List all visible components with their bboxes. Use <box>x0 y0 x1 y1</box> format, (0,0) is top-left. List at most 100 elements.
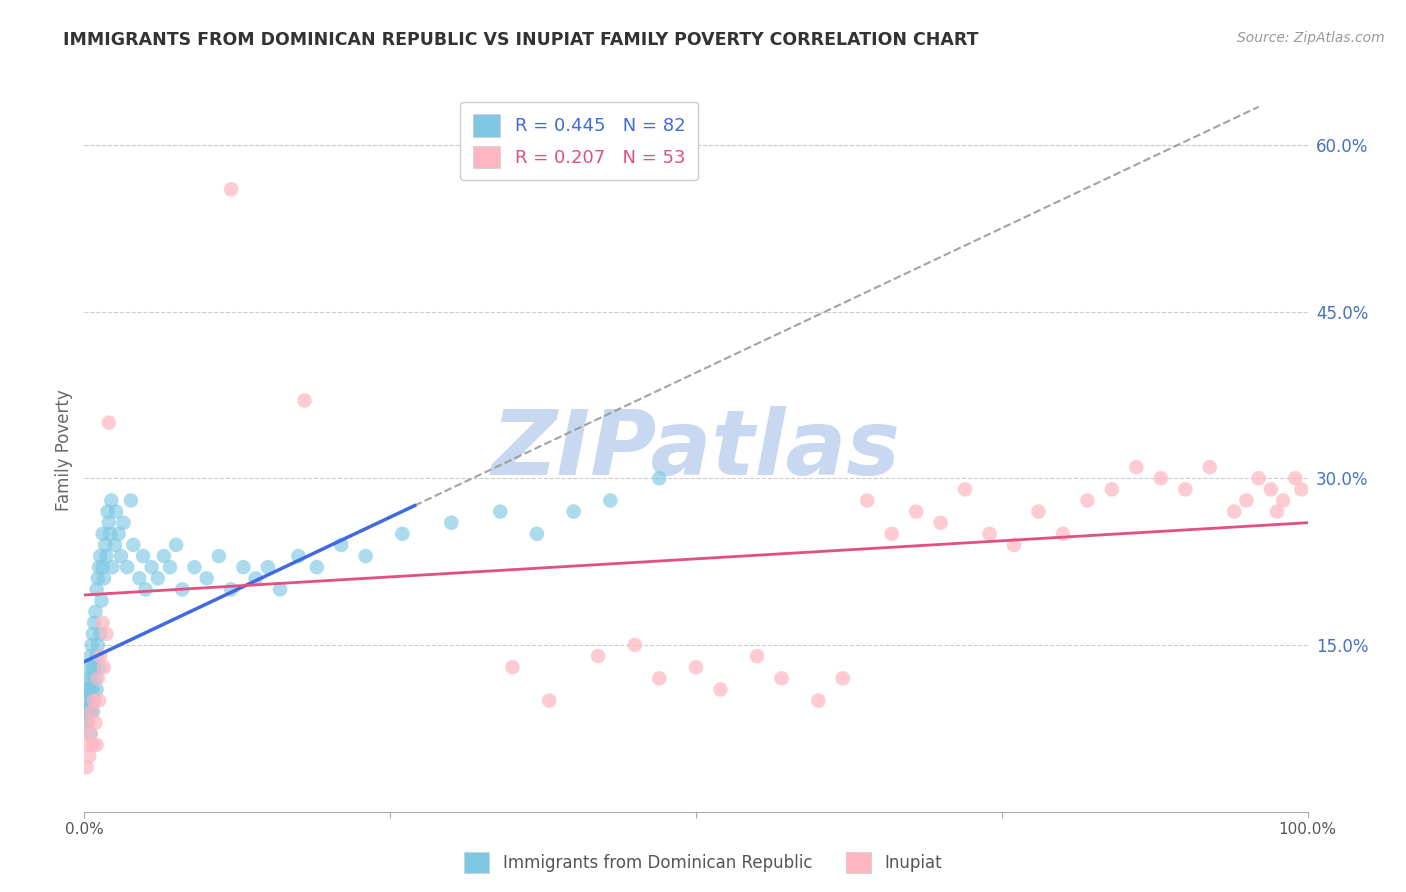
Point <box>141 560 163 574</box>
Point <box>807 693 830 707</box>
Point <box>624 638 647 652</box>
Point <box>648 671 671 685</box>
Point <box>502 660 524 674</box>
Point <box>257 560 280 574</box>
Point <box>77 671 100 685</box>
Point <box>77 682 100 697</box>
Point <box>77 715 100 730</box>
Point <box>91 526 114 541</box>
Point <box>79 727 101 741</box>
Point <box>648 471 671 485</box>
Point <box>132 549 155 563</box>
Point <box>105 505 128 519</box>
Point <box>165 538 187 552</box>
Point <box>86 582 108 597</box>
Point <box>79 727 101 741</box>
Point <box>880 526 903 541</box>
Point <box>709 682 731 697</box>
Point <box>1265 505 1288 519</box>
Point <box>153 549 176 563</box>
Point <box>77 705 100 719</box>
Point <box>82 705 104 719</box>
Text: IMMIGRANTS FROM DOMINICAN REPUBLIC VS INUPIAT FAMILY POVERTY CORRELATION CHART: IMMIGRANTS FROM DOMINICAN REPUBLIC VS IN… <box>63 31 979 49</box>
Point <box>83 693 105 707</box>
Point <box>86 649 108 664</box>
Point <box>1247 471 1270 485</box>
Point <box>953 483 976 497</box>
Point <box>87 671 110 685</box>
Point <box>79 682 101 697</box>
Point <box>79 649 101 664</box>
Point <box>80 705 103 719</box>
Point <box>1076 493 1098 508</box>
Point <box>269 582 291 597</box>
Point <box>82 627 104 641</box>
Text: ZIPatlas: ZIPatlas <box>492 407 900 494</box>
Point <box>391 526 413 541</box>
Point <box>770 671 793 685</box>
Point <box>1101 483 1123 497</box>
Point <box>1236 493 1258 508</box>
Point <box>77 660 100 674</box>
Legend: Immigrants from Dominican Republic, Inupiat: Immigrants from Dominican Republic, Inup… <box>458 846 948 880</box>
Point <box>183 560 205 574</box>
Point <box>83 660 105 674</box>
Point <box>97 516 120 530</box>
Point <box>1174 483 1197 497</box>
Point <box>1272 493 1295 508</box>
Text: Source: ZipAtlas.com: Source: ZipAtlas.com <box>1237 31 1385 45</box>
Point <box>599 493 621 508</box>
Point <box>87 693 110 707</box>
Point <box>1223 505 1246 519</box>
Point <box>172 582 194 597</box>
Point <box>89 549 111 563</box>
Point <box>87 560 110 574</box>
Point <box>97 416 120 430</box>
Point <box>856 493 879 508</box>
Point <box>294 393 316 408</box>
Point <box>1260 483 1282 497</box>
Point <box>747 649 769 664</box>
Point <box>96 627 118 641</box>
Point <box>135 582 157 597</box>
Point <box>80 693 103 707</box>
Point <box>146 571 169 585</box>
Point <box>489 505 512 519</box>
Point <box>354 549 377 563</box>
Point <box>104 538 127 552</box>
Point <box>75 738 97 752</box>
Point <box>87 571 110 585</box>
Point <box>84 605 107 619</box>
Point <box>232 560 254 574</box>
Point <box>96 549 118 563</box>
Point <box>100 493 122 508</box>
Point <box>115 560 138 574</box>
Point <box>80 671 103 685</box>
Point <box>89 649 111 664</box>
Point <box>93 660 115 674</box>
Point <box>83 693 105 707</box>
Point <box>87 638 110 652</box>
Point <box>120 493 142 508</box>
Point <box>82 660 104 674</box>
Point <box>586 649 609 664</box>
Point <box>112 516 135 530</box>
Point <box>80 638 103 652</box>
Point <box>90 593 112 607</box>
Point <box>1284 471 1306 485</box>
Point <box>831 671 853 685</box>
Point <box>526 526 548 541</box>
Point <box>208 549 231 563</box>
Point <box>905 505 928 519</box>
Y-axis label: Family Poverty: Family Poverty <box>55 390 73 511</box>
Point <box>97 505 120 519</box>
Point <box>82 738 104 752</box>
Point <box>122 538 145 552</box>
Point <box>562 505 585 519</box>
Point <box>685 660 707 674</box>
Point <box>87 660 110 674</box>
Point <box>94 538 117 552</box>
Point <box>83 615 105 630</box>
Point <box>77 715 100 730</box>
Point <box>86 682 108 697</box>
